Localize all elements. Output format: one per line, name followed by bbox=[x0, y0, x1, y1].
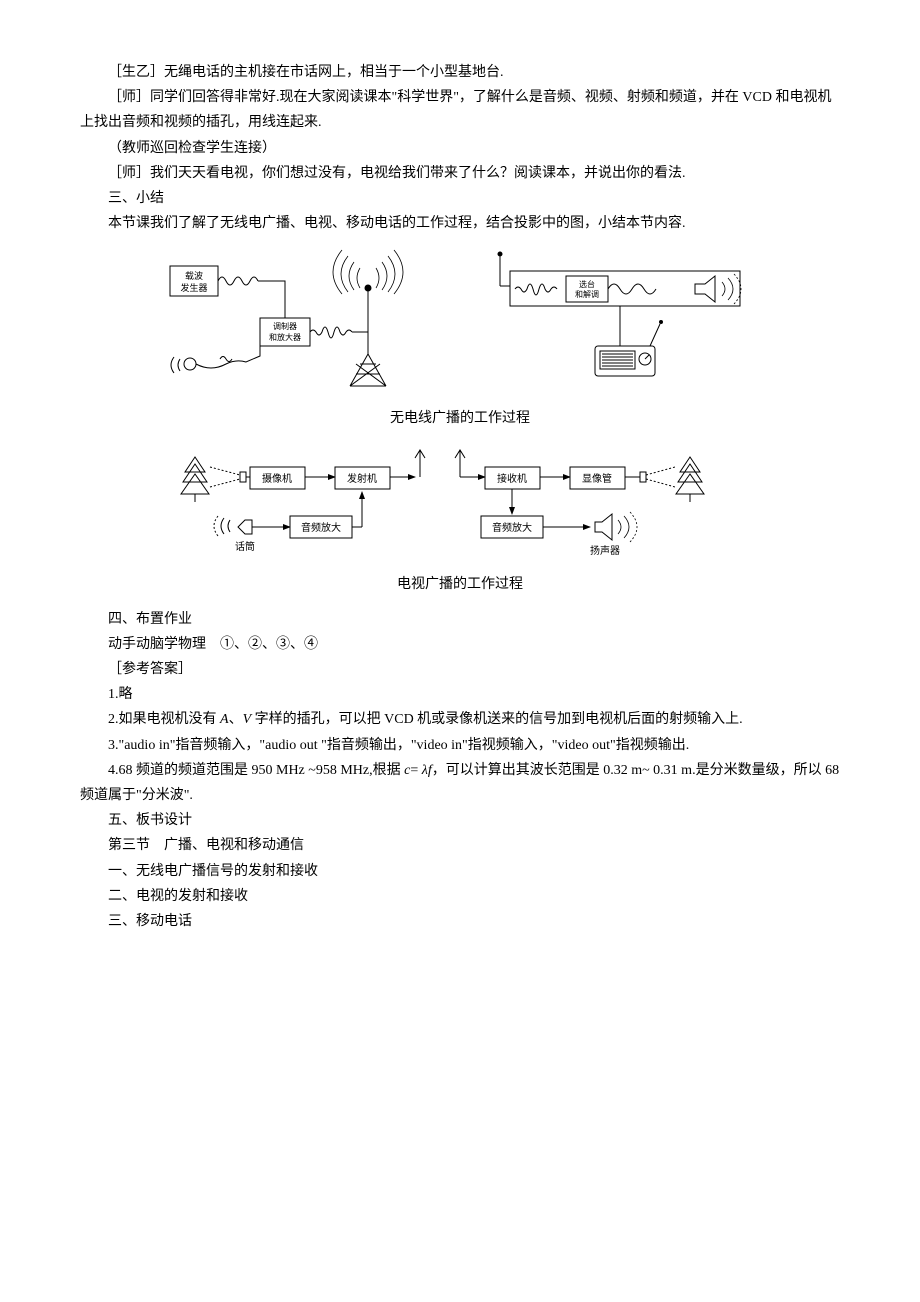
paragraph: 1.略 bbox=[80, 682, 840, 707]
svg-text:音频放大: 音频放大 bbox=[492, 521, 532, 534]
svg-text:和放大器: 和放大器 bbox=[269, 332, 301, 342]
paragraph: ［生乙］无绳电话的主机接在市话网上，相当于一个小型基地台. bbox=[80, 60, 840, 85]
radio-broadcast-diagram: 载波 发生器 调制器 和放大器 bbox=[80, 246, 840, 396]
text: 4.68 频道的频道范围是 950 MHz ~958 MHz,根据 bbox=[108, 763, 404, 778]
paragraph: 2.如果电视机没有 A、V 字样的插孔，可以把 VCD 机或录像机送来的信号加到… bbox=[80, 707, 840, 732]
text: 2.如果电视机没有 bbox=[108, 712, 220, 727]
section-heading: 五、板书设计 bbox=[80, 808, 840, 833]
variable-A: A bbox=[220, 712, 229, 727]
variable-V: V bbox=[243, 712, 252, 727]
svg-text:发射机: 发射机 bbox=[347, 472, 377, 485]
svg-text:发生器: 发生器 bbox=[180, 282, 207, 293]
svg-text:话筒: 话筒 bbox=[235, 540, 255, 553]
svg-text:调制器: 调制器 bbox=[273, 321, 297, 331]
paragraph: ［参考答案］ bbox=[80, 657, 840, 682]
text: 字样的插孔，可以把 VCD 机或录像机送来的信号加到电视机后面的射频输入上. bbox=[251, 712, 743, 727]
paragraph: 3."audio in"指音频输入，"audio out "指音频输出，"vid… bbox=[80, 733, 840, 758]
svg-text:显像管: 显像管 bbox=[582, 472, 612, 485]
svg-text:和解调: 和解调 bbox=[575, 289, 599, 299]
paragraph: 动手动脑学物理 ①、②、③、④ bbox=[80, 632, 840, 657]
diagram-caption: 无电线广播的工作过程 bbox=[80, 406, 840, 431]
text: 、 bbox=[229, 712, 243, 727]
paragraph: （教师巡回检查学生连接） bbox=[80, 136, 840, 161]
svg-text:扬声器: 扬声器 bbox=[590, 544, 620, 557]
text: 本节课我们了解了无线电广播、电视、移动电话的工作过程，结合投影中的图，小结本节内… bbox=[108, 216, 686, 231]
paragraph: 三、移动电话 bbox=[80, 909, 840, 934]
tv-broadcast-diagram: 摄像机 发射机 话筒 音频放大 接收机 显像管 bbox=[80, 442, 840, 562]
svg-text:接收机: 接收机 bbox=[497, 472, 527, 485]
paragraph: 4.68 频道的频道范围是 950 MHz ~958 MHz,根据 c= λf，… bbox=[80, 758, 840, 808]
paragraph: 本节课我们了解了无线电广播、电视、移动电话的工作过程，结合投影中的图，小结本节内… bbox=[80, 211, 840, 236]
section-heading: 四、布置作业 bbox=[80, 607, 840, 632]
diagram-caption: 电视广播的工作过程 bbox=[80, 572, 840, 597]
paragraph: 第三节 广播、电视和移动通信 bbox=[80, 833, 840, 858]
svg-text:摄像机: 摄像机 bbox=[262, 472, 292, 485]
text: 3."audio in"指音频输入，"audio out "指音频输出，"vid… bbox=[108, 738, 689, 753]
svg-text:载波: 载波 bbox=[185, 270, 203, 281]
paragraph: ［师］我们天天看电视，你们想过没有，电视给我们带来了什么？阅读课本，并说出你的看… bbox=[80, 161, 840, 186]
svg-text:选台: 选台 bbox=[579, 279, 595, 289]
paragraph: 二、电视的发射和接收 bbox=[80, 884, 840, 909]
text: ［师］同学们回答得非常好.现在大家阅读课本"科学世界"，了解什么是音频、视频、射… bbox=[80, 90, 832, 130]
text: = bbox=[410, 763, 421, 778]
paragraph: ［师］同学们回答得非常好.现在大家阅读课本"科学世界"，了解什么是音频、视频、射… bbox=[80, 85, 840, 135]
svg-text:音频放大: 音频放大 bbox=[301, 521, 341, 534]
text: ［师］我们天天看电视，你们想过没有，电视给我们带来了什么？阅读课本，并说出你的看… bbox=[108, 166, 686, 181]
section-heading: 三、小结 bbox=[80, 186, 840, 211]
paragraph: 一、无线电广播信号的发射和接收 bbox=[80, 859, 840, 884]
